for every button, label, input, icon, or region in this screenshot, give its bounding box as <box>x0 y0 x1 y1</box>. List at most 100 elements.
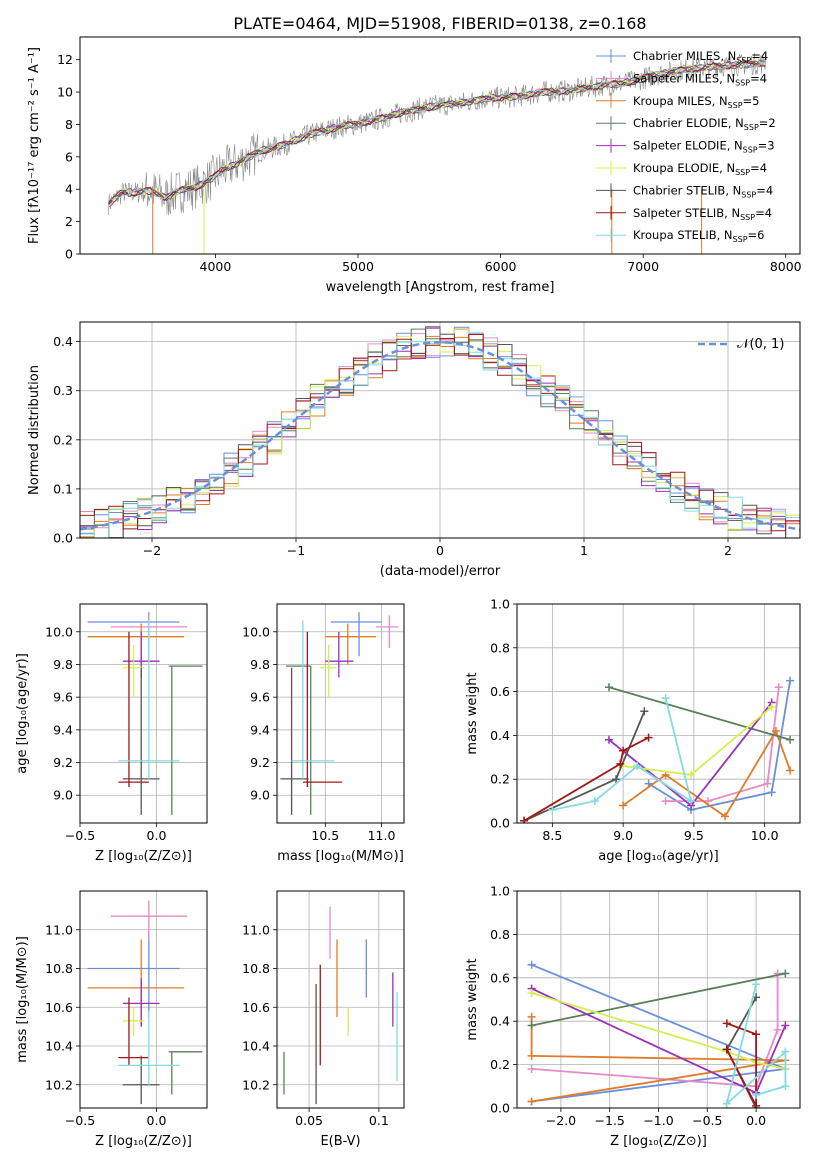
weight-marker <box>527 1064 536 1073</box>
weight-marker <box>604 735 613 744</box>
weight-line <box>608 686 791 741</box>
y-tick-label: 0.6 <box>490 684 510 699</box>
legend-entry: Kroupa MILES, NSSP=5 <box>633 94 759 110</box>
axes-frame <box>516 890 801 1109</box>
axes-frame <box>276 603 405 824</box>
weight-marker <box>527 988 536 997</box>
weight-marker <box>786 766 795 775</box>
weight-marker <box>640 707 649 716</box>
x-tick-label: −1.5 <box>595 1113 625 1128</box>
x-tick-label: 0.0 <box>147 1113 167 1128</box>
x-tick-label: 0 <box>436 543 444 558</box>
plot-area-spectrum <box>108 52 767 254</box>
y-tick-label: 0.6 <box>490 970 510 985</box>
legend-entry: Kroupa STELIB, NSSP=6 <box>633 228 764 244</box>
y-axis-label: age [log₁₀(age/yr)] <box>15 653 30 774</box>
data-spectrum-line <box>108 52 767 216</box>
weight-marker <box>752 980 761 989</box>
legend: Chabrier MILES, NSSP=4 Salpeter MILES, NS… <box>596 49 776 244</box>
weight-marker <box>661 797 670 806</box>
y-tick-label: 10.0 <box>45 624 73 639</box>
y-tick-label: 12 <box>57 52 73 67</box>
y-axis-label: mass [log₁₀(M/M⊙)] <box>15 936 30 1063</box>
weight-marker <box>527 1021 536 1030</box>
y-tick-label: 10.0 <box>242 624 270 639</box>
x-tick-label: 4000 <box>200 259 232 274</box>
y-tick-label: 9.6 <box>53 690 73 705</box>
plot-area-weight_vs_age <box>520 676 795 823</box>
x-tick-label: −0.5 <box>65 1113 95 1128</box>
x-tick-label: 9.5 <box>684 828 704 843</box>
weight-marker <box>527 960 536 969</box>
y-tick-label: 9.8 <box>53 657 73 672</box>
weight-marker <box>752 1030 761 1039</box>
weight-marker <box>721 812 730 821</box>
weight-marker <box>644 733 653 742</box>
weight-marker <box>773 969 782 978</box>
x-tick-label: 10.0 <box>751 828 779 843</box>
y-tick-label: 11.0 <box>45 922 73 937</box>
x-tick-label: −0.5 <box>692 1113 722 1128</box>
x-tick-label: 10.5 <box>311 828 339 843</box>
legend-entry: Kroupa ELODIE, NSSP=4 <box>633 161 767 177</box>
x-axis-label: Z [log₁₀(Z/Z⊙)] <box>95 849 192 864</box>
weight-marker <box>633 762 642 771</box>
weight-marker <box>781 969 790 978</box>
axes-weight_vs_Z: −2.0 −1.5 −1.0 −0.5 0.0 0.0 0.2 0.4 0.6 0.8 1.0 Z [… <box>465 884 801 1149</box>
y-tick-label: 0.0 <box>53 531 73 546</box>
weight-line <box>531 973 779 1088</box>
plot-area-mass_vs_Z <box>87 900 203 1105</box>
y-tick-label: 0.0 <box>490 1101 510 1116</box>
legend-entry: Salpeter ELODIE, NSSP=3 <box>633 139 775 155</box>
y-tick-label: 0.8 <box>490 640 510 655</box>
x-tick-label: 1 <box>580 543 588 558</box>
weight-marker <box>774 683 783 692</box>
plot-area-age_vs_mass <box>280 612 399 815</box>
plot-area-mass_vs_EBV <box>283 906 398 1105</box>
weight-marker <box>781 1021 790 1030</box>
y-tick-label: 10.8 <box>242 961 270 976</box>
axes-frame <box>516 603 801 824</box>
x-tick-label: 11.0 <box>368 828 396 843</box>
plot-area-residuals <box>80 326 800 538</box>
weight-marker <box>786 735 795 744</box>
y-tick-label: 9.0 <box>250 788 270 803</box>
weight-marker <box>661 694 670 703</box>
y-axis-label: mass weight <box>465 958 480 1040</box>
y-tick-label: 0.2 <box>53 432 73 447</box>
y-tick-label: 10 <box>57 85 73 100</box>
y-tick-label: 9.4 <box>250 722 270 737</box>
weight-marker <box>604 683 613 692</box>
y-tick-label: 0.4 <box>490 1014 510 1029</box>
y-tick-label: 0.8 <box>490 927 510 942</box>
axes-frame <box>276 890 405 1109</box>
x-tick-label: −0.5 <box>65 828 95 843</box>
weight-line <box>726 1022 757 1107</box>
y-tick-label: 9.0 <box>53 788 73 803</box>
weight-marker <box>781 1047 790 1056</box>
x-tick-label: 0.1 <box>369 1113 389 1128</box>
weight-marker <box>752 1090 761 1099</box>
axes-age_vs_mass: 10.5 11.0 9.0 9.2 9.4 9.6 9.8 10.0 mass [log₁₀(M… <box>242 603 405 864</box>
axes-weight_vs_age: 8.5 9.0 9.5 10.0 0.0 0.2 0.4 0.6 0.8 1.0 age [log₁… <box>465 597 801 864</box>
weight-marker <box>767 788 776 797</box>
weight-line <box>523 736 650 822</box>
weight-marker <box>619 801 628 810</box>
figure-title: PLATE=0464, MJD=51908, FIBERID=0138, z=0… <box>233 14 646 33</box>
y-tick-label: 0.3 <box>53 383 73 398</box>
x-tick-label: −1 <box>287 543 305 558</box>
y-tick-label: 1.0 <box>490 884 510 899</box>
y-tick-label: 0.4 <box>53 334 73 349</box>
y-tick-label: 0.4 <box>490 728 510 743</box>
x-tick-label: 0.05 <box>295 1113 323 1128</box>
x-tick-label: 0.0 <box>147 828 167 843</box>
model-line <box>108 59 766 204</box>
model-line <box>108 59 766 207</box>
x-tick-label: 9.0 <box>613 828 633 843</box>
x-axis-label: Z [log₁₀(Z/Z⊙)] <box>610 1134 707 1149</box>
axes-mass_vs_EBV: 0.05 0.1 10.2 10.4 10.6 10.8 11.0 E(B-V) <box>242 890 405 1149</box>
weight-line <box>531 972 786 1027</box>
residual-histogram <box>80 328 800 538</box>
axes-mass_vs_Z: −0.5 0.0 10.2 10.4 10.6 10.8 11.0 Z [log₁₀(Z/Z⊙… <box>15 890 208 1149</box>
y-axis-label: mass weight <box>465 672 480 754</box>
